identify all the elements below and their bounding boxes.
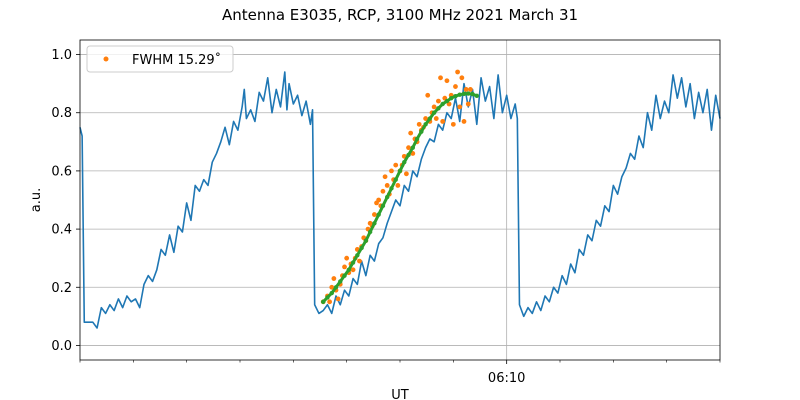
fit-point — [342, 273, 347, 278]
fit-point — [329, 290, 334, 296]
sample-point — [408, 130, 414, 136]
x-tick-label: 06:10 — [488, 371, 525, 386]
legend-frame — [86, 45, 234, 73]
fit-point — [423, 122, 428, 127]
sample-point — [416, 121, 422, 127]
signal-series — [79, 71, 721, 329]
sample-point — [372, 212, 377, 217]
fit-point — [427, 116, 433, 121]
sample-point — [433, 116, 439, 121]
sample-point — [423, 116, 428, 121]
sample-point — [389, 168, 394, 174]
y-tick-label: 1.0 — [51, 48, 72, 63]
y-tick-label: 0.0 — [51, 339, 72, 354]
fit-point — [466, 91, 471, 96]
sample-point — [357, 258, 362, 264]
sample-point — [327, 299, 332, 305]
sample-point — [425, 92, 431, 98]
fit-point — [367, 229, 373, 235]
fit-point — [338, 279, 343, 284]
grid — [80, 40, 720, 360]
y-tick-label: 0.6 — [51, 164, 72, 179]
x-axis-label: UT — [391, 388, 409, 400]
legend: FWHM 15.29˚ — [86, 45, 234, 73]
sample-point — [463, 87, 469, 92]
sample-point — [404, 171, 409, 177]
fit-point — [397, 168, 403, 174]
fit-point — [457, 92, 462, 97]
fit-point — [406, 152, 411, 158]
sample-point — [384, 183, 390, 188]
fit-point — [393, 177, 398, 182]
fit-point — [410, 145, 415, 150]
fit-point — [363, 238, 369, 243]
fit-curve-series — [321, 91, 479, 305]
fit-point — [419, 129, 424, 134]
sample-point — [382, 174, 388, 180]
sample-point — [468, 87, 473, 92]
sample-point — [344, 255, 350, 261]
fit-point — [321, 299, 326, 305]
fit-point — [350, 260, 356, 265]
sample-point — [455, 69, 460, 75]
sample-point — [465, 101, 471, 107]
fit-point — [372, 221, 377, 226]
sample-point — [457, 104, 463, 110]
sample-point — [395, 183, 401, 188]
fit-point — [359, 245, 364, 251]
fit-point — [461, 91, 467, 97]
sample-point — [440, 119, 446, 124]
chart-title: Antenna E3035, RCP, 3100 MHz 2021 March … — [222, 6, 578, 24]
sample-point — [444, 78, 450, 84]
fit-point — [444, 98, 450, 104]
signal-line — [79, 71, 721, 329]
sample-point — [350, 267, 356, 273]
sample-point — [438, 75, 443, 81]
sample-point — [436, 98, 441, 104]
sample-point — [461, 119, 467, 124]
sample-point — [329, 284, 335, 290]
fit-point — [470, 91, 475, 97]
fit-point — [385, 194, 390, 200]
legend-label: FWHM 15.29˚ — [132, 52, 221, 68]
fit-point — [402, 159, 407, 165]
legend-marker — [103, 56, 109, 62]
sample-point — [342, 264, 347, 270]
sample-point — [450, 121, 456, 127]
fit-point — [474, 93, 479, 99]
fit-point — [431, 110, 437, 115]
sample-point — [376, 197, 382, 203]
fit-point — [325, 295, 330, 300]
sample-point — [393, 162, 399, 168]
sample-point — [331, 276, 337, 281]
fit-point — [333, 285, 339, 290]
sample-point — [335, 296, 341, 302]
fit-point — [376, 212, 381, 217]
fit-point — [414, 136, 420, 142]
sample-point — [459, 75, 465, 81]
y-tick-label: 0.2 — [51, 281, 72, 296]
axes: 0.0 0.2 0.4 0.6 0.8 1.0 06:10 — [51, 48, 721, 386]
sample-point — [453, 84, 458, 89]
fit-point — [453, 93, 458, 99]
fit-point — [355, 253, 360, 258]
sample-point — [380, 188, 386, 194]
y-axis-label: a.u. — [29, 188, 44, 212]
fit-point — [380, 203, 386, 209]
fit-point — [346, 267, 351, 273]
fit-point — [440, 101, 445, 107]
y-tick-label: 0.8 — [51, 106, 72, 121]
fit-point — [389, 186, 394, 191]
sample-point — [431, 104, 437, 110]
fit-point — [436, 106, 441, 111]
y-tick-label: 0.4 — [51, 223, 72, 238]
fit-point — [449, 95, 454, 101]
sample-point — [406, 145, 411, 151]
